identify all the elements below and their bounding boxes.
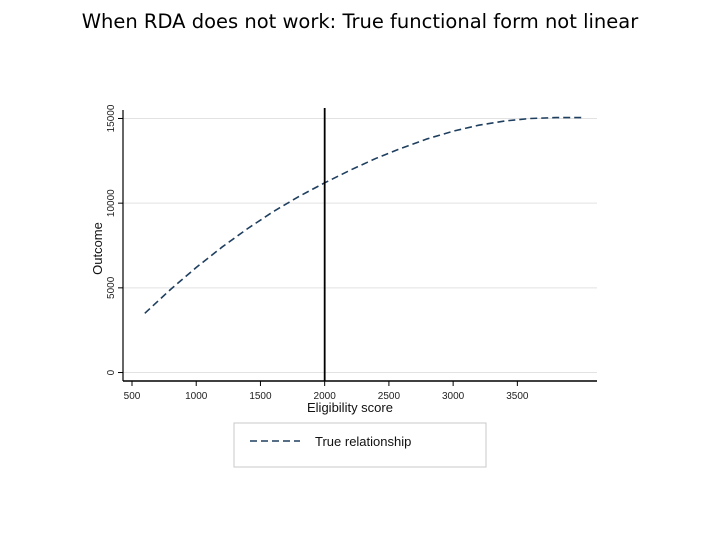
y-tick-label: 0: [106, 369, 117, 375]
grid-layer: [123, 117, 597, 374]
x-tick-label: 3500: [506, 391, 529, 402]
x-tick-label: 1000: [185, 391, 208, 402]
x-tick-label: 2000: [314, 391, 337, 402]
x-axis-title: Eligibility score: [307, 400, 393, 415]
legend-layer: True relationship: [233, 422, 487, 468]
x-tick-label: 2500: [378, 391, 401, 402]
legend-box: [233, 422, 487, 468]
x-tick-label: 500: [124, 391, 141, 402]
slide-title: When RDA does not work: True functional …: [81, 10, 639, 33]
series-line: [144, 116, 582, 314]
x-tick-label: 1500: [249, 391, 272, 402]
legend-label: True relationship: [315, 434, 411, 449]
x-tick-label: 3000: [442, 391, 465, 402]
line-layer: [144, 116, 582, 314]
y-tick-label: 10000: [106, 189, 117, 217]
y-tick-label: 15000: [106, 104, 117, 132]
y-axis-title: Outcome: [90, 222, 105, 275]
axes-layer: [118, 108, 597, 386]
y-tick-label: 5000: [106, 276, 117, 299]
labels-layer: 500 1000 1500 2000 2500 3000 3500 0 5000 10000 150…: [90, 104, 529, 415]
